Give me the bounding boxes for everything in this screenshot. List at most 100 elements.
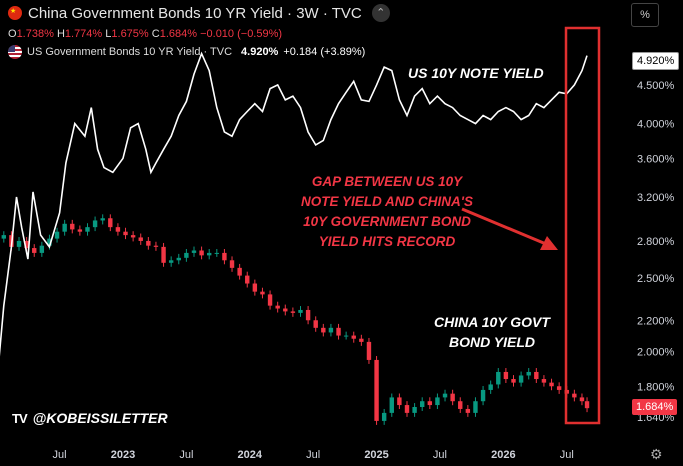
x-tick-label: 2025 (364, 449, 388, 461)
china-candle (39, 245, 45, 253)
china-candle (305, 309, 311, 321)
china-candle (381, 412, 387, 421)
china-candle (541, 379, 547, 383)
y-tick-label: 4.000% (637, 119, 675, 131)
percent-scale-button[interactable]: % (631, 3, 659, 27)
china-candle (229, 260, 235, 268)
china-candle (572, 393, 577, 398)
x-axis[interactable]: Jul 2023 Jul 2024 Jul 2025 Jul 2026 Jul (53, 449, 574, 461)
chevron-up-icon[interactable]: ⌃ (371, 4, 390, 22)
china-candle (283, 308, 288, 312)
china-candle (184, 252, 189, 258)
gap-line-4: YIELD HITS RECORD (318, 234, 456, 249)
china-candle (16, 240, 22, 247)
china-candle (374, 359, 379, 421)
china-candle (404, 405, 410, 413)
china-candle (458, 401, 463, 409)
china-candle (503, 371, 509, 380)
highlight-box (564, 26, 601, 425)
china-candle (275, 305, 280, 309)
china-candle (47, 238, 52, 246)
china-yield-candles (1, 214, 590, 425)
china-candle (24, 240, 29, 249)
china-candle (579, 397, 585, 402)
x-tick-label: Jul (53, 449, 67, 461)
us-series-change: +0.184 (+3.89%) (283, 46, 366, 58)
us-price-tag: 4.920% (632, 52, 680, 70)
china-candle (207, 252, 212, 256)
china-candle (328, 327, 334, 333)
legend-header: China Government Bonds 10 YR Yield · 3W … (8, 3, 390, 61)
ohlc-close-value: 1.684% (159, 28, 198, 40)
y-tick-label: 3.200% (637, 192, 675, 204)
china-candle (70, 223, 75, 230)
ohlc-open-label: O (8, 28, 17, 40)
china-candle (420, 401, 425, 408)
us-series-name: US Government Bonds 10 YR Yield · TVC (27, 46, 233, 58)
china-candle (108, 218, 113, 228)
gap-annotation: GAP BETWEEN US 10Y NOTE YIELD AND CHINA'… (262, 172, 512, 252)
china-candle (336, 327, 341, 336)
x-tick-label: 2026 (491, 449, 515, 461)
us-flag-icon (8, 45, 22, 59)
x-tick-label: 2023 (111, 449, 135, 461)
china-candle (351, 335, 356, 339)
china-candle (488, 384, 493, 390)
gap-line-2: NOTE YIELD AND CHINA'S (301, 194, 473, 209)
china-candle (397, 397, 402, 406)
china-candle (77, 229, 83, 232)
china-candle (252, 283, 258, 292)
china-candle (556, 386, 562, 390)
ohlc-change: −0.010 (−0.59%) (200, 28, 283, 40)
gap-line-3: 10Y GOVERNMENT BOND (303, 214, 471, 229)
us-series-price: 4.920% (241, 46, 279, 58)
china-candle (176, 257, 181, 261)
x-tick-label: Jul (179, 449, 193, 461)
y-tick-label: 2.000% (637, 347, 675, 359)
china-candle (412, 407, 417, 413)
china-candle (123, 231, 128, 236)
china-candle (480, 389, 486, 402)
china-candle (260, 291, 265, 295)
china-candle (534, 371, 539, 380)
china-candle (389, 397, 394, 413)
ohlc-high-value: 1.774% (64, 28, 103, 40)
y-tick-label: 1.800% (637, 381, 675, 393)
watermark-handle: @KOBEISSILETTER (32, 410, 168, 426)
china-candle (298, 309, 303, 313)
ohlc-high-label: H (56, 28, 65, 40)
y-tick-label: 2.800% (637, 236, 675, 248)
china-candle (54, 231, 60, 239)
china-candle (473, 401, 478, 413)
china-candle (85, 227, 90, 232)
china-candle (290, 311, 296, 313)
gear-icon[interactable]: ⚙ (650, 446, 663, 462)
china-candle (222, 252, 227, 261)
china-candle (359, 338, 364, 342)
china-candle (191, 250, 197, 253)
us-yield-annotation: US 10Y NOTE YIELD (408, 65, 544, 81)
us-series-legend[interactable]: US Government Bonds 10 YR Yield · TVC 4.… (8, 43, 390, 61)
china-candle (32, 248, 37, 253)
china-candle (343, 335, 349, 337)
cn-line-2: BOND YIELD (448, 334, 536, 350)
y-axis[interactable]: 4.500% 4.000% 3.600% 3.200% 2.800% 2.500% 2.20… (637, 80, 675, 424)
china-candle (130, 235, 136, 238)
y-tick-label: 3.600% (637, 153, 675, 165)
china-candle (496, 371, 501, 385)
china-candle (168, 260, 174, 263)
china-candle (214, 252, 220, 254)
china-candle (199, 250, 204, 256)
x-tick-label: Jul (560, 449, 574, 461)
china-candle (549, 382, 554, 387)
china-candle (366, 341, 372, 360)
x-tick-label: Jul (433, 449, 447, 461)
china-candle (321, 327, 326, 333)
china-candle (237, 267, 242, 276)
china-candle (62, 223, 67, 232)
ohlc-close-label: C (151, 28, 160, 40)
china-candle (526, 371, 531, 376)
china-price-tag: 1.684% (632, 399, 678, 415)
gap-line-1: GAP BETWEEN US 10Y (311, 174, 463, 189)
